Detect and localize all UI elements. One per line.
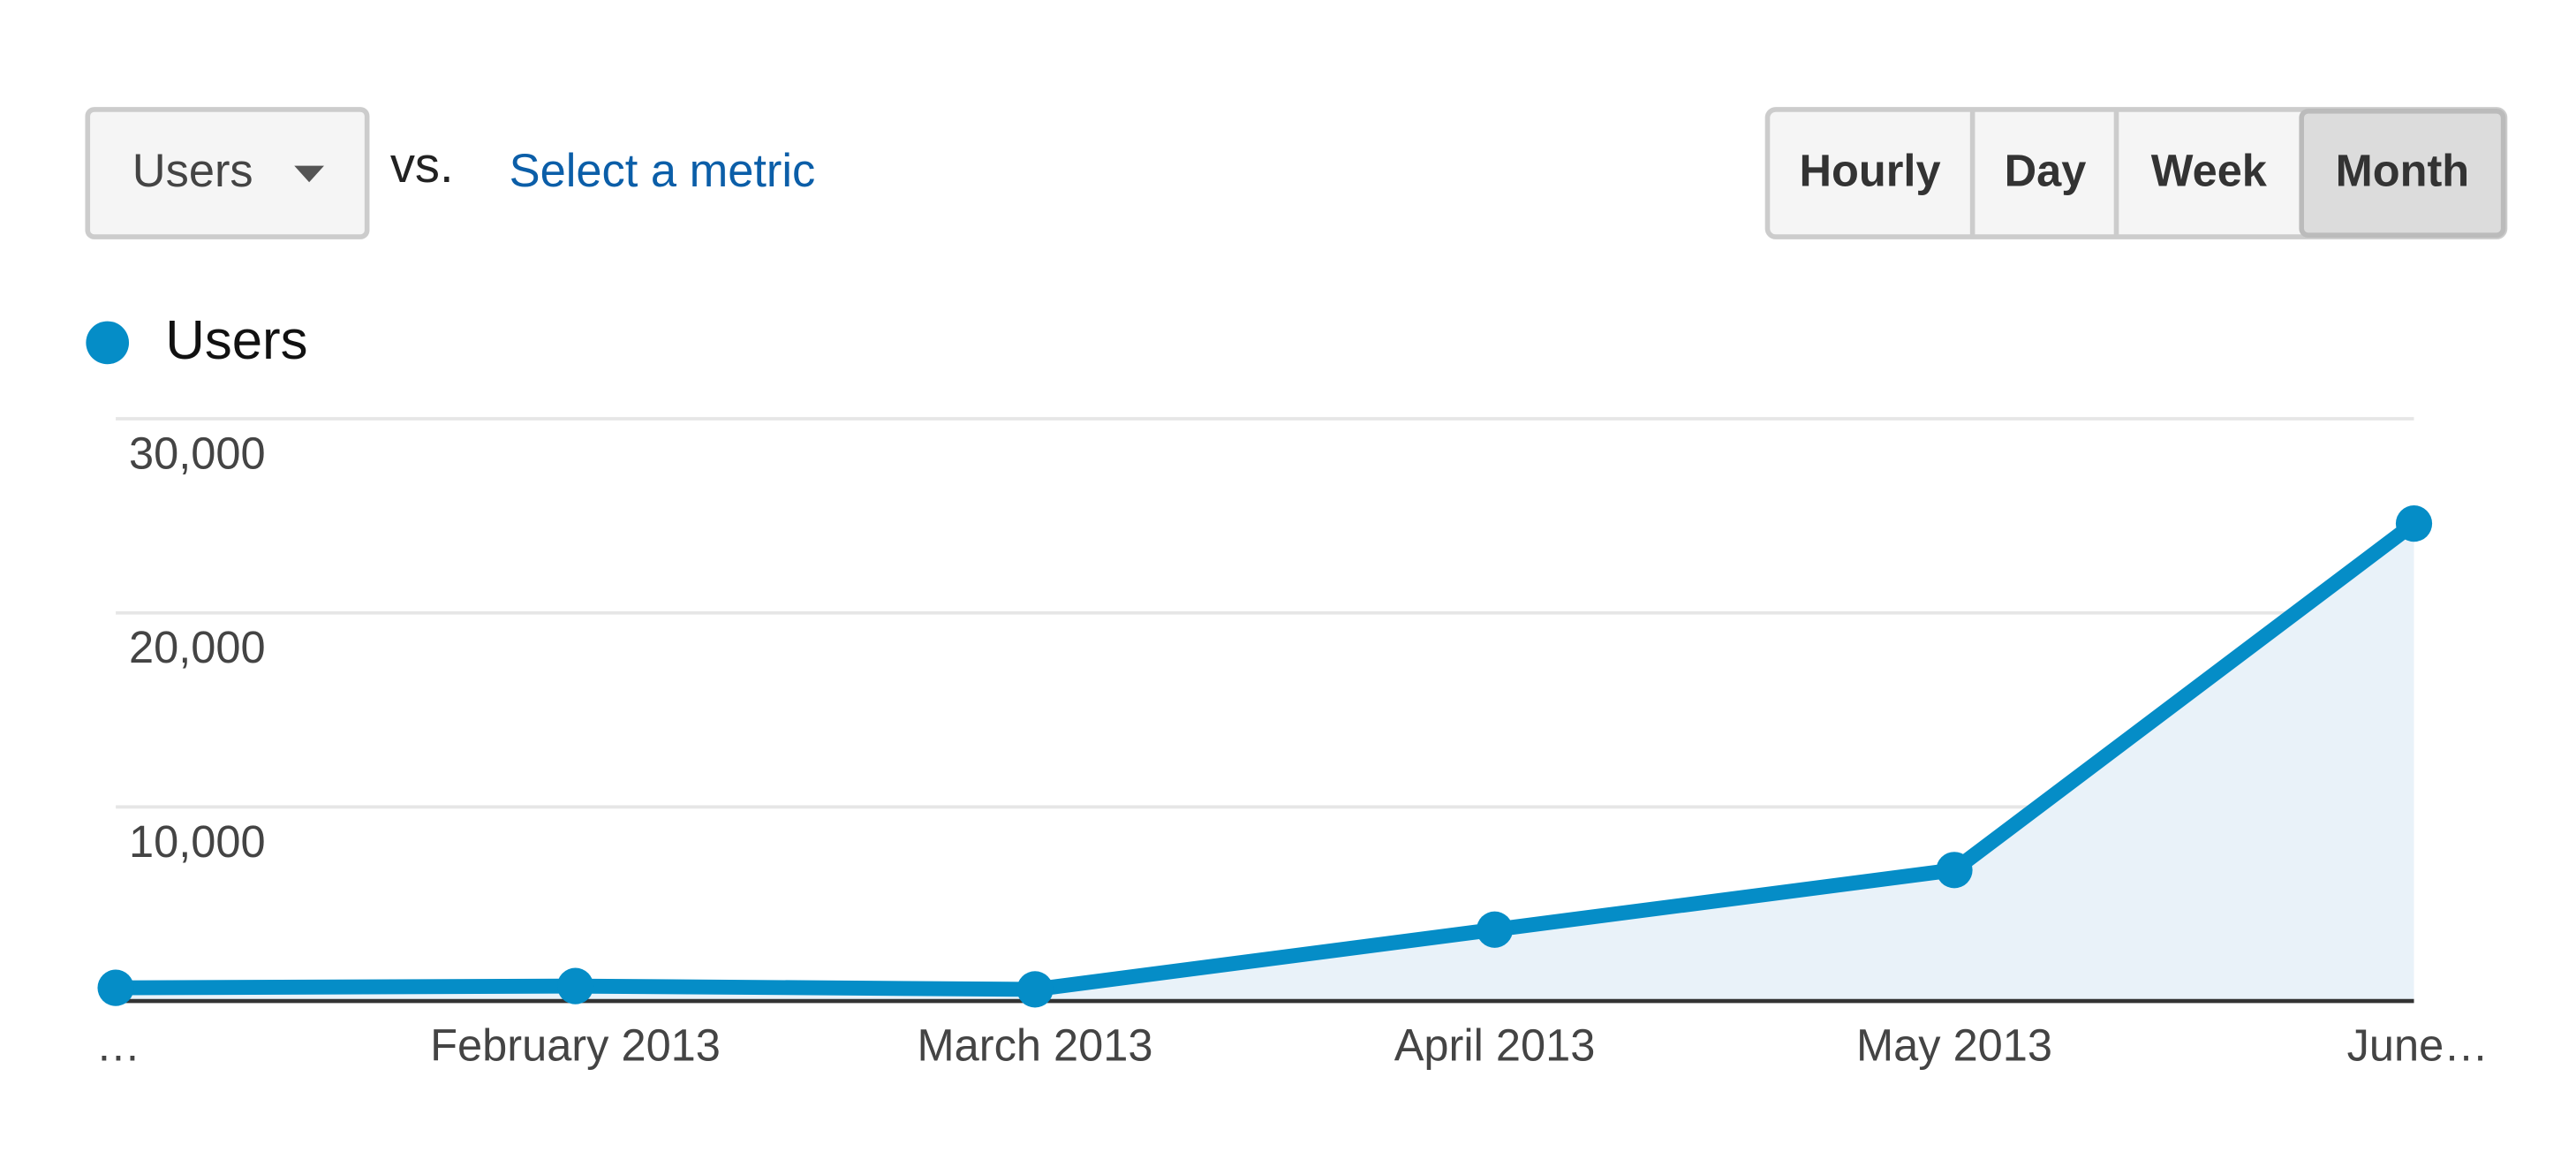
x-tick-label: February 2013: [430, 1020, 721, 1071]
period-button[interactable]: Hourly: [1799, 145, 1940, 195]
metric-dropdown[interactable]: Users: [85, 107, 370, 239]
point: [2395, 505, 2433, 542]
x-tick-label: April 2013: [1394, 1020, 1596, 1071]
x-tick-label: May 2013: [1856, 1020, 2052, 1071]
vs-label: vs.: [390, 137, 454, 193]
dropdown-arrow: [294, 165, 324, 183]
period-button[interactable]: Month: [2336, 145, 2470, 195]
x-tick-label: March 2013: [918, 1020, 1153, 1071]
area: [116, 523, 2414, 1002]
period-buttons: Hourly Day Week Month: [1764, 107, 2508, 239]
point: [1936, 852, 1973, 889]
point: [97, 969, 134, 1006]
select-metric-link[interactable]: Select a metric: [510, 146, 816, 197]
legend-dot: [86, 321, 130, 365]
y-tick-label: 10,000: [129, 816, 266, 867]
x-tick-label: June…: [2347, 1020, 2489, 1071]
point: [556, 967, 594, 1004]
y-tick-label: 20,000: [129, 622, 266, 672]
line: [116, 517, 2419, 997]
x-tick-label: …: [96, 1020, 141, 1071]
point: [1476, 911, 1514, 948]
legend-label: Users: [165, 310, 307, 371]
point: [1016, 971, 1054, 1008]
period-button[interactable]: Week: [2151, 145, 2268, 195]
y-tick-label: 30,000: [129, 428, 266, 478]
period-button[interactable]: Day: [2005, 145, 2087, 195]
plot: 10,000 20,000 30,000 … February 2013 March 20…: [96, 417, 2489, 1071]
active-button-bg: [2299, 108, 2506, 239]
dropdown-box[interactable]: [85, 107, 370, 239]
dropdown-label[interactable]: Users: [132, 146, 253, 197]
